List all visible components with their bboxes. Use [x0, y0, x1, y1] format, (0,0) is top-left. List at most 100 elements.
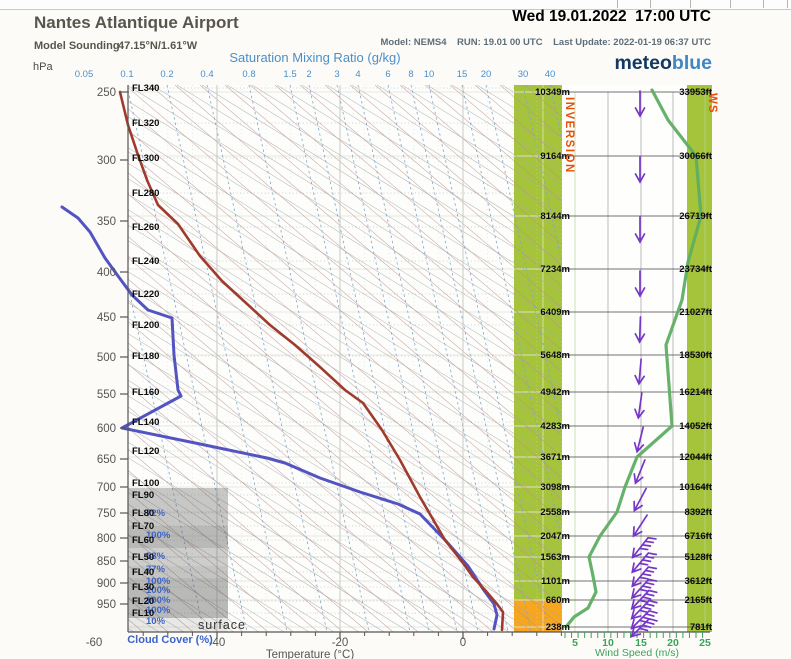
pressure-tick-label: 250 [97, 87, 116, 99]
cloud-cover-block [128, 588, 228, 597]
wind-barb-icon [634, 316, 646, 344]
moist-adiabat-line [128, 85, 562, 356]
moist-adiabat-line [376, 85, 562, 201]
flight-level-label: FL140 [132, 417, 159, 428]
cloud-cover-value: 100% [146, 530, 171, 541]
mixing-ratio-value: 0.1 [120, 69, 133, 80]
pressure-tick-label: 550 [97, 389, 116, 401]
temp-tick-label: 0 [460, 637, 466, 649]
pressure-tick-label: 350 [97, 216, 116, 228]
model-sounding-label: Model Sounding [34, 40, 120, 52]
mixing-ratio-value: 20 [481, 69, 492, 80]
cloud-cover-value: 10% [146, 616, 166, 627]
wind-barb-icon [634, 90, 646, 118]
surface-label: surface [198, 618, 246, 632]
pressure-tick-label: 900 [97, 578, 116, 590]
mixing-ratio-value: 0.8 [242, 69, 255, 80]
cloud-cover-block [128, 597, 228, 608]
logo-meteo: meteo [614, 52, 672, 74]
mixing-ratio-value: 3 [334, 69, 339, 80]
dry-adiabat-line [128, 363, 444, 632]
pressure-unit-label: hPa [33, 61, 53, 73]
dry-adiabat-line [324, 85, 562, 287]
moist-adiabat-line [128, 534, 285, 632]
meteoblue-logo: meteoblue [614, 52, 712, 75]
wind-band-green [687, 85, 712, 632]
flight-level-label: FL220 [132, 289, 159, 300]
altitude-ft-label: 3612ft [685, 576, 713, 587]
cloud-cover-value: 58% [146, 551, 166, 562]
wind-tick-label: 10 [602, 637, 614, 649]
wind-barb-icon [633, 487, 647, 513]
moist-adiabat-line [128, 503, 335, 632]
browser-top-strip [0, 0, 791, 10]
altitude-m-label: 1101m [541, 576, 570, 587]
altitude-ft-label: 18530ft [679, 350, 713, 361]
moist-adiabat-line [128, 488, 360, 632]
moist-adiabat-line [351, 85, 562, 216]
dry-adiabat-line [128, 87, 562, 458]
altitude-ft-label: 6716ft [685, 531, 713, 542]
mixing-ratio-value: 0.4 [200, 69, 213, 80]
dewpoint-curve [60, 205, 499, 631]
wind-barb-icon [631, 536, 657, 559]
altitude-m-label: 1563m [540, 552, 570, 563]
inversion-label: INVERSION [563, 97, 575, 174]
moist-adiabat-line [151, 85, 562, 340]
moist-adiabat-line [128, 379, 535, 632]
dry-adiabat-line [128, 618, 144, 632]
pressure-tick-label: 700 [97, 482, 116, 494]
dry-adiabat-line [128, 257, 562, 628]
altitude-ft-label: 5128ft [685, 552, 713, 563]
wind-barb-icon [634, 392, 645, 420]
pressure-tick-label: 400 [97, 267, 116, 279]
dry-adiabat-line [128, 299, 519, 632]
wind-barb-icon [630, 599, 658, 620]
moist-adiabat-line [301, 85, 562, 247]
mixing-ratio-value: 0.05 [75, 69, 94, 80]
cloud-cover-value: 100% [146, 576, 171, 587]
dry-adiabat-line [424, 85, 562, 202]
cloud-cover-value: 100% [146, 595, 171, 606]
altitude-m-label: 238m [546, 622, 570, 633]
pressure-tick-label: 950 [97, 599, 116, 611]
wind-barb-icon [631, 566, 658, 588]
moist-adiabat-line [128, 457, 410, 632]
cloud-cover-block [128, 526, 228, 548]
pressure-tick-label: 750 [97, 508, 116, 520]
wind-speed-curve [564, 88, 703, 629]
wind-barb-icon [631, 552, 658, 574]
dry-adiabat-line [399, 85, 562, 224]
cloud-cover-blocks: 72%100%58%77%100%100%100%100%10% [128, 488, 228, 632]
mixing-ratio-value: 30 [518, 69, 529, 80]
mixing-ratio-value: 0.2 [160, 69, 173, 80]
temp-tick-label: -60 [86, 637, 103, 649]
moist-adiabat-line [128, 162, 562, 433]
altitude-m-label: 6409m [540, 307, 570, 318]
mixing-ratio-value: 8 [408, 69, 413, 80]
dry-adiabat-line [349, 85, 562, 266]
moist-adiabat-line [128, 519, 310, 632]
wind-barb-icon [634, 216, 646, 244]
moist-adiabat-line [128, 240, 562, 511]
altitude-ft-label: 8392ft [685, 507, 713, 518]
mixing-ratio-value: 2 [306, 69, 311, 80]
moist-adiabat-line [128, 348, 562, 619]
altitude-ft-label: 23734ft [679, 264, 713, 275]
wind-tick-label: 5 [572, 637, 578, 649]
dry-adiabat-line [128, 491, 294, 632]
moist-adiabat-line [128, 410, 485, 632]
cloud-cover-value: 72% [146, 508, 166, 519]
mixing-ratio-value: 6 [385, 69, 390, 80]
flight-level-label: FL160 [132, 387, 159, 398]
moist-adiabat-line [128, 178, 562, 449]
moist-adiabat-line [128, 441, 435, 632]
axes-and-ticks: 2503003504004505005506006507007508008509… [75, 69, 562, 659]
moist-adiabat-line [128, 255, 562, 526]
moist-adiabat-line [128, 286, 562, 557]
wind-tick-label: 15 [635, 637, 647, 649]
flight-level-label: FL50 [132, 552, 154, 563]
wind-barb-icon [630, 578, 658, 600]
altitude-ft-label: 21027ft [679, 307, 713, 318]
moist-adiabat-line [128, 209, 562, 480]
